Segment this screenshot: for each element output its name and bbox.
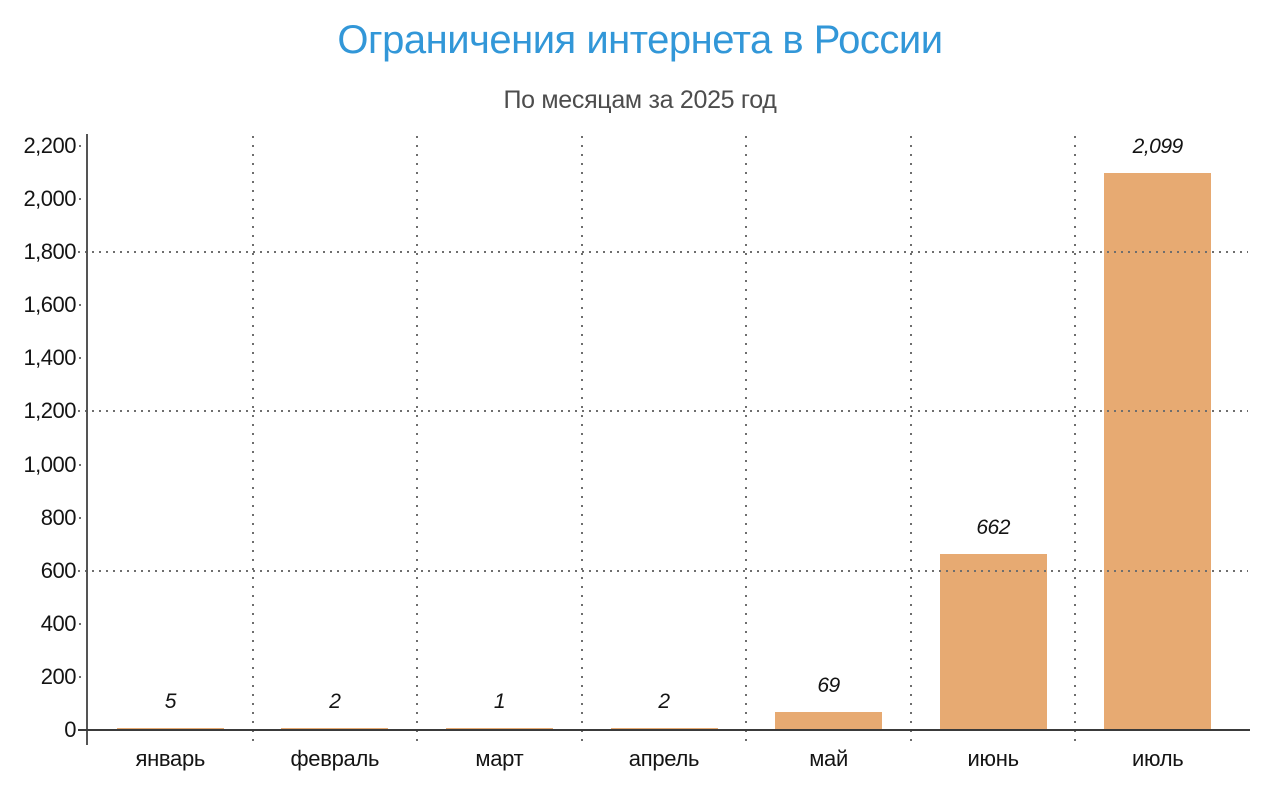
y-tick-label: 600 <box>40 557 77 583</box>
bar-value-label: 662 <box>976 516 1010 540</box>
plot-area: 0 200 400 600 800 1,000 1,200 1,400 1,600 1,800 2,… <box>23 133 1250 771</box>
y-tick-label: 1,200 <box>23 398 76 424</box>
y-tick-label: 2,200 <box>23 133 76 158</box>
y-tick-label: 1,400 <box>23 345 76 371</box>
y-tick-dot <box>79 304 81 307</box>
vertical-gridline <box>416 136 419 744</box>
bar-value-label: 5 <box>164 689 177 713</box>
x-axis-label-апрель: апрель <box>628 746 700 771</box>
y-tick-label: 2,000 <box>23 186 76 212</box>
bar-value-label: 2 <box>329 689 341 713</box>
bar-май <box>775 711 883 730</box>
bar-value-label: 2,099 <box>1132 134 1184 158</box>
vertical-gridline <box>745 136 748 744</box>
y-tick-label: 800 <box>40 504 77 530</box>
x-axis-label-май: май <box>809 746 848 771</box>
horizontal-gridline <box>78 410 1248 413</box>
bar-value-label: 69 <box>817 673 840 697</box>
bar-январь <box>116 727 224 730</box>
y-tick-label: 400 <box>40 610 77 636</box>
bar-value-label: 2 <box>658 689 670 713</box>
y-tick-dot <box>79 516 81 519</box>
y-tick-dot <box>79 622 81 625</box>
horizontal-gridline <box>78 251 1248 254</box>
y-tick-label: 200 <box>40 663 77 689</box>
x-axis-label-февраль: февраль <box>290 746 380 771</box>
x-axis-label-июль: июль <box>1132 746 1184 771</box>
bar-апрель <box>610 727 718 730</box>
vertical-gridline <box>1074 136 1077 744</box>
y-tick-dot <box>79 145 81 147</box>
y-tick-dot <box>79 675 81 678</box>
bar-июль <box>1104 172 1212 730</box>
vertical-gridline <box>580 136 583 744</box>
x-axis-label-июнь: июнь <box>967 746 1020 771</box>
y-tick-label: 0 <box>64 717 76 742</box>
x-axis-line <box>78 729 1250 731</box>
chart-subtitle: По месяцам за 2025 год <box>503 86 777 114</box>
bar-март <box>445 727 553 730</box>
vertical-gridline <box>909 136 912 744</box>
vertical-gridline <box>251 136 254 744</box>
y-tick-dot <box>79 357 81 360</box>
horizontal-gridline <box>78 569 1248 572</box>
chart-title: Ограничения интернета в России <box>337 18 943 62</box>
y-tick-dot <box>79 198 81 201</box>
y-tick-label: 1,800 <box>23 239 76 265</box>
bar-июнь <box>939 554 1047 730</box>
x-axis-label-январь: январь <box>135 746 206 771</box>
y-tick-label: 1,600 <box>23 292 76 318</box>
bar-value-label: 1 <box>493 689 506 713</box>
y-tick-dot <box>79 463 81 466</box>
y-axis-line <box>86 134 88 745</box>
y-tick-label: 1,000 <box>23 451 76 477</box>
bar-февраль <box>281 727 389 730</box>
x-axis-label-март: март <box>475 746 524 771</box>
